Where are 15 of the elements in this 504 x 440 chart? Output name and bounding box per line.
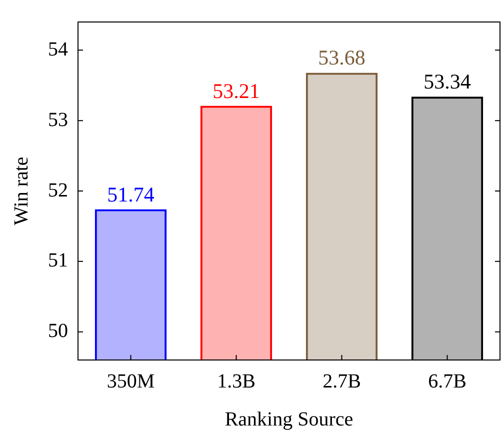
- data-label: 53.68: [318, 46, 366, 70]
- y-tick-label: 51: [48, 250, 68, 272]
- y-tick-label: 54: [48, 38, 68, 60]
- y-axis-title: Win rate: [10, 156, 32, 226]
- data-label: 51.74: [107, 182, 155, 206]
- x-tick-label: 350M: [106, 370, 155, 392]
- data-label: 53.34: [424, 70, 472, 94]
- data-label: 53.21: [212, 78, 260, 103]
- x-axis-title: Ranking Source: [224, 408, 354, 430]
- y-tick-label: 53: [48, 108, 68, 131]
- x-tick-label: 2.7B: [322, 370, 361, 392]
- x-tick-label: 6.7B: [428, 370, 466, 392]
- y-tick-label: 50: [48, 320, 68, 342]
- y-tick-label: 52: [48, 179, 68, 202]
- x-tick-label: 1.3B: [217, 370, 256, 392]
